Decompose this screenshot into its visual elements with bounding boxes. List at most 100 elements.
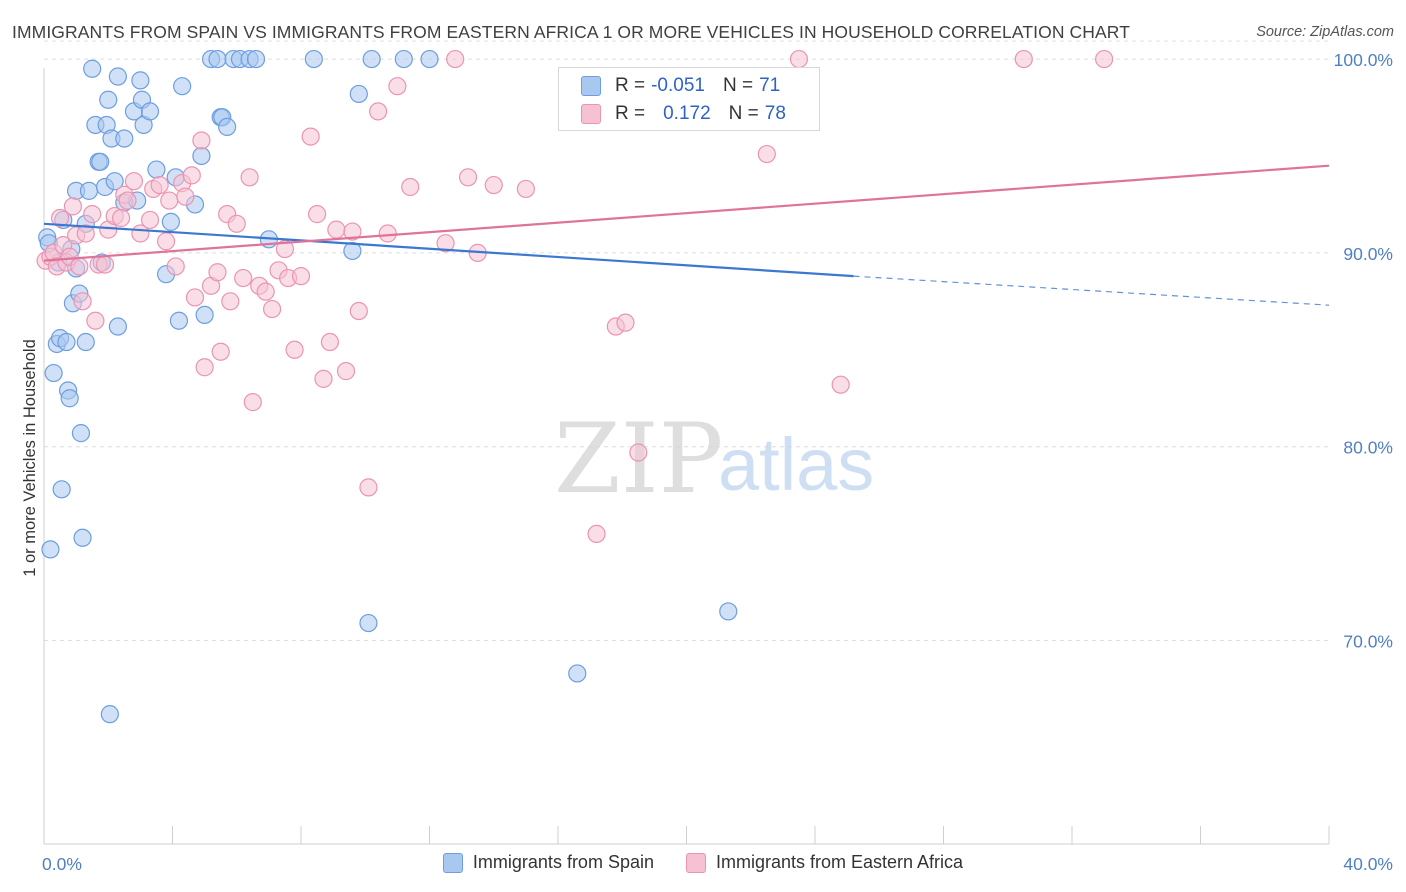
legend-swatch-spain bbox=[581, 76, 601, 96]
legend-label-eafrica: Immigrants from Eastern Africa bbox=[715, 852, 964, 872]
watermark: ZIP atlas bbox=[554, 403, 874, 515]
point-spain bbox=[131, 71, 150, 90]
legend-swatch-eafrica bbox=[581, 104, 601, 124]
legend-item-eafrica: Immigrants from Eastern Africa bbox=[685, 852, 964, 873]
point-eafrica bbox=[757, 144, 776, 164]
point-eafrica bbox=[401, 177, 420, 197]
point-eafrica bbox=[291, 267, 311, 286]
point-spain bbox=[79, 181, 99, 200]
point-spain bbox=[719, 602, 738, 621]
point-spain bbox=[362, 49, 381, 69]
point-eafrica bbox=[111, 208, 131, 228]
point-eafrica bbox=[587, 524, 606, 544]
point-eafrica bbox=[70, 257, 89, 276]
point-eafrica bbox=[831, 375, 850, 394]
point-eafrica bbox=[301, 127, 320, 146]
chart-source: Source: ZipAtlas.com bbox=[1256, 24, 1394, 40]
point-spain bbox=[91, 152, 110, 171]
point-eafrica bbox=[50, 208, 70, 228]
point-eafrica bbox=[1095, 49, 1114, 69]
point-eafrica bbox=[1014, 49, 1033, 69]
point-spain bbox=[52, 480, 71, 499]
point-spain bbox=[83, 59, 102, 78]
point-eafrica bbox=[458, 168, 478, 187]
point-spain bbox=[73, 528, 92, 547]
point-eafrica bbox=[369, 102, 388, 121]
trend-line-spain bbox=[43, 222, 854, 278]
legend-n-label: N = bbox=[722, 75, 754, 96]
trend-line-spain-extension bbox=[853, 275, 1330, 306]
legend-label-spain: Immigrants from Spain bbox=[472, 852, 654, 872]
point-eafrica bbox=[240, 168, 259, 187]
point-spain bbox=[140, 102, 160, 121]
legend-swatch-eafrica bbox=[685, 852, 706, 873]
y-tick-label: 80.0% bbox=[1343, 438, 1393, 458]
point-eafrica bbox=[320, 332, 340, 352]
point-spain bbox=[359, 613, 378, 633]
series-eafrica-points bbox=[36, 49, 1114, 544]
point-eafrica bbox=[150, 175, 169, 195]
point-spain bbox=[394, 49, 413, 69]
point-eafrica bbox=[124, 172, 144, 191]
point-eafrica bbox=[76, 224, 95, 243]
point-eafrica bbox=[484, 175, 503, 195]
point-eafrica bbox=[243, 393, 262, 412]
point-eafrica bbox=[176, 187, 195, 206]
legend-row-eafrica: R = 0.172 N = 78 bbox=[581, 100, 786, 128]
legend-r-label: R = bbox=[615, 75, 646, 96]
legend-n-value-eafrica: 78 bbox=[764, 103, 786, 124]
axes bbox=[43, 68, 1330, 845]
point-spain bbox=[195, 305, 214, 324]
point-eafrica bbox=[789, 49, 809, 69]
x-tick-label: 0.0% bbox=[42, 854, 82, 874]
point-eafrica bbox=[343, 222, 362, 241]
point-eafrica bbox=[234, 268, 253, 288]
point-eafrica bbox=[221, 292, 240, 311]
point-eafrica bbox=[629, 443, 648, 462]
point-spain bbox=[218, 117, 237, 137]
point-eafrica bbox=[446, 49, 465, 69]
legend-row-spain: R = -0.051 N = 71 bbox=[581, 72, 780, 100]
point-spain bbox=[57, 332, 76, 352]
point-eafrica bbox=[182, 166, 201, 185]
point-spain bbox=[169, 311, 189, 330]
point-spain bbox=[173, 77, 192, 96]
point-spain bbox=[208, 49, 227, 69]
point-eafrica bbox=[256, 282, 275, 301]
point-spain bbox=[246, 49, 266, 69]
point-eafrica bbox=[86, 311, 105, 330]
point-spain bbox=[568, 664, 587, 683]
point-spain bbox=[100, 705, 119, 724]
point-spain bbox=[192, 146, 211, 166]
point-eafrica bbox=[211, 342, 230, 361]
legend-n-label: N = bbox=[728, 103, 759, 124]
point-spain bbox=[115, 129, 134, 148]
legend-item-spain: Immigrants from Spain bbox=[442, 852, 654, 873]
legend-r-label: R = bbox=[615, 103, 646, 124]
point-eafrica bbox=[118, 191, 137, 210]
point-eafrica bbox=[83, 205, 102, 224]
point-eafrica bbox=[285, 340, 304, 359]
point-eafrica bbox=[140, 210, 160, 230]
y-axis-label: 1 or more Vehicles in Household bbox=[21, 339, 39, 577]
tick-labels: 70.0% 80.0% 90.0% 100.0% 0.0% 40.0% bbox=[42, 50, 1393, 874]
point-spain bbox=[44, 363, 63, 383]
legend-swatch-spain bbox=[442, 852, 463, 873]
point-eafrica bbox=[314, 369, 333, 388]
y-tick-label: 70.0% bbox=[1343, 632, 1393, 652]
point-eafrica bbox=[208, 263, 227, 282]
point-eafrica bbox=[359, 478, 378, 497]
point-spain bbox=[108, 317, 127, 336]
point-eafrica bbox=[95, 255, 115, 274]
point-spain bbox=[304, 49, 323, 69]
y-tick-label: 90.0% bbox=[1343, 244, 1393, 264]
point-eafrica bbox=[436, 234, 455, 253]
legend-n-value-spain: 71 bbox=[759, 75, 781, 96]
correlation-legend: R = -0.051 N = 71 R = 0.172 N = 78 bbox=[558, 67, 820, 131]
point-eafrica bbox=[166, 257, 185, 276]
series-legend: Immigrants from Spain Immigrants from Ea… bbox=[0, 852, 1406, 873]
point-spain bbox=[161, 212, 180, 231]
point-spain bbox=[71, 424, 91, 443]
point-eafrica bbox=[275, 239, 295, 259]
